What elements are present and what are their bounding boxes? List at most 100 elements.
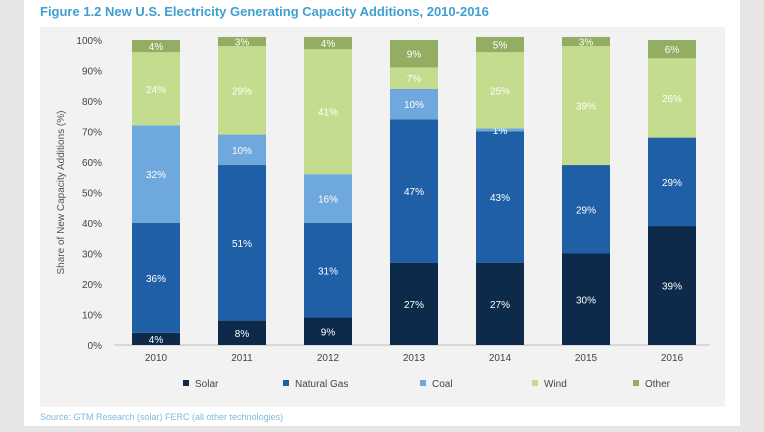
bar-segment <box>476 36 524 53</box>
source-note: Source: GTM Research (solar) FERC (all o… <box>40 412 284 422</box>
data-label: 1% <box>493 126 508 137</box>
data-label: 30% <box>576 295 596 306</box>
data-label: 36% <box>146 274 166 285</box>
data-label: 31% <box>318 266 338 277</box>
data-label: 5% <box>493 41 508 52</box>
figure-title: Figure 1.2 New U.S. Electricity Generati… <box>40 4 489 19</box>
bar-segment <box>562 165 610 254</box>
legend-swatch <box>420 380 426 386</box>
data-label: 47% <box>404 187 424 198</box>
data-label: 10% <box>232 146 252 157</box>
bar-segment <box>562 253 610 345</box>
data-label: 6% <box>665 45 680 56</box>
bar-segment <box>390 67 438 89</box>
bar-segment <box>562 36 610 47</box>
y-tick-label: 30% <box>82 250 102 261</box>
data-label: 29% <box>576 205 596 216</box>
bar-segment <box>304 49 352 175</box>
data-label: 27% <box>404 300 424 311</box>
y-tick-label: 70% <box>82 128 102 139</box>
x-tick-label: 2016 <box>661 353 684 364</box>
bar-segment <box>390 119 438 263</box>
y-tick-label: 100% <box>76 36 102 47</box>
data-label: 39% <box>576 102 596 113</box>
data-label: 26% <box>662 94 682 105</box>
legend-label: Wind <box>544 379 567 390</box>
data-label: 3% <box>235 38 250 49</box>
bar-segment <box>648 40 696 59</box>
data-label: 4% <box>321 39 336 50</box>
chart-area: Share of New Capacity Additions (%) 0% 10%… <box>40 27 725 407</box>
x-tick-label: 2013 <box>403 353 426 364</box>
data-label: 29% <box>232 86 252 97</box>
legend-label: Coal <box>432 379 453 390</box>
legend-swatch <box>633 380 639 386</box>
bar-segment <box>218 320 266 345</box>
data-label: 7% <box>407 74 422 85</box>
bar-segment <box>304 174 352 223</box>
x-tick-label: 2011 <box>231 353 253 364</box>
bar-segment <box>218 165 266 321</box>
y-tick-label: 0% <box>88 341 103 352</box>
y-tick-label: 20% <box>82 280 102 291</box>
y-tick-label: 40% <box>82 219 102 230</box>
bar-segment <box>648 137 696 227</box>
data-label: 32% <box>146 170 166 181</box>
bar-segment <box>390 262 438 345</box>
bar-segment <box>218 36 266 47</box>
x-tick-label: 2014 <box>489 353 512 364</box>
data-label: 9% <box>321 327 336 338</box>
data-label: 16% <box>318 195 338 206</box>
data-label: 51% <box>232 239 252 250</box>
y-tick-label: 80% <box>82 97 102 108</box>
bar-segment <box>476 131 524 263</box>
data-label: 8% <box>235 329 250 340</box>
data-label: 3% <box>579 38 594 49</box>
bar-segment <box>218 46 266 135</box>
data-label: 9% <box>407 50 422 61</box>
bar-segment <box>304 317 352 345</box>
legend-label: Other <box>645 379 671 390</box>
data-label: 29% <box>662 178 682 189</box>
legend-label: Solar <box>195 379 219 390</box>
bar-segment <box>304 36 352 50</box>
bar-segment <box>648 226 696 345</box>
y-tick-label: 60% <box>82 158 102 169</box>
bar-segment <box>390 40 438 68</box>
bar-segment <box>304 223 352 318</box>
data-label: 39% <box>662 282 682 293</box>
data-label: 43% <box>490 193 510 204</box>
data-label: 25% <box>490 86 510 97</box>
data-label: 27% <box>490 300 510 311</box>
legend-swatch <box>183 380 189 386</box>
legend-label: Natural Gas <box>295 379 348 390</box>
bar-segment <box>476 262 524 345</box>
y-axis-label: Share of New Capacity Additions (%) <box>56 111 67 275</box>
legend-swatch <box>532 380 538 386</box>
bar-segment <box>132 125 180 223</box>
bar-segment <box>132 52 180 126</box>
left-frame <box>0 0 24 432</box>
y-tick-label: 50% <box>82 189 102 200</box>
bar-segment <box>218 134 266 166</box>
bar-segment <box>390 88 438 120</box>
bar-segment <box>648 58 696 138</box>
bar-segment <box>132 40 180 53</box>
bottom-frame <box>24 426 740 432</box>
x-tick-label: 2015 <box>575 353 598 364</box>
bar-segment <box>132 332 180 345</box>
data-label: 10% <box>404 100 424 111</box>
right-frame <box>740 0 764 432</box>
y-tick-label: 10% <box>82 311 102 322</box>
y-tick-label: 90% <box>82 67 102 78</box>
legend-swatch <box>283 380 289 386</box>
bar-segment <box>476 52 524 129</box>
data-label: 24% <box>146 85 166 96</box>
stacked-bar-chart: Share of New Capacity Additions (%) 0% 10%… <box>56 36 710 390</box>
bar-segment <box>132 223 180 333</box>
x-tick-label: 2012 <box>317 353 340 364</box>
bar-segment <box>562 46 610 166</box>
bar-segment <box>476 128 524 132</box>
x-tick-label: 2010 <box>145 353 168 364</box>
data-label: 4% <box>149 335 164 346</box>
